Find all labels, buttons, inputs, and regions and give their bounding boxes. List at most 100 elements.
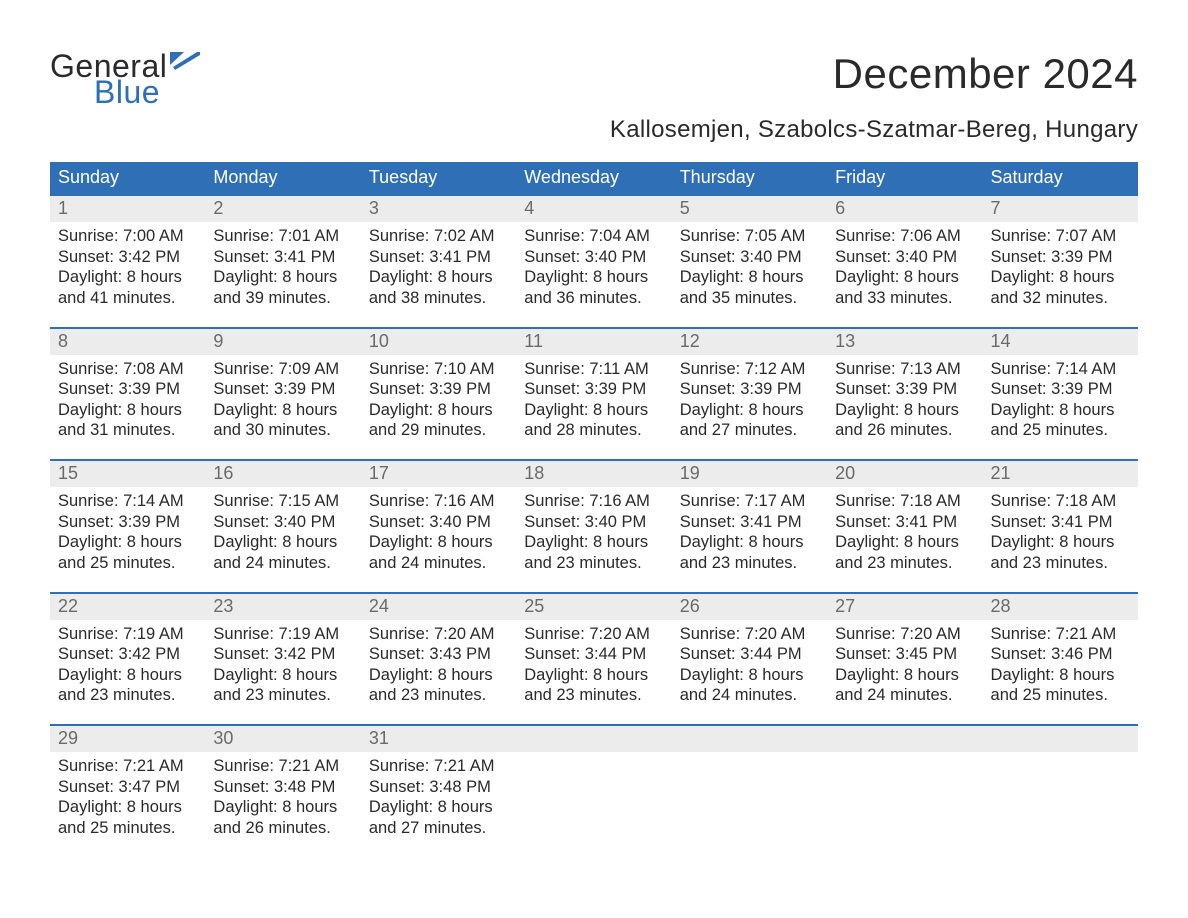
- daylight-line-1: Daylight: 8 hours: [369, 532, 508, 553]
- day-number: 22: [50, 594, 205, 620]
- sunrise-line: Sunrise: 7:18 AM: [991, 491, 1130, 512]
- day-number: 3: [361, 196, 516, 222]
- daylight-line-1: Daylight: 8 hours: [835, 532, 974, 553]
- daylight-line-2: and 28 minutes.: [524, 420, 663, 441]
- day-number: 5: [672, 196, 827, 222]
- daylight-line-1: Daylight: 8 hours: [58, 400, 197, 421]
- sunrise-line: Sunrise: 7:16 AM: [369, 491, 508, 512]
- sunset-line: Sunset: 3:48 PM: [369, 777, 508, 798]
- day-number: 1: [50, 196, 205, 222]
- daylight-line-1: Daylight: 8 hours: [58, 532, 197, 553]
- daylight-line-1: Daylight: 8 hours: [991, 267, 1130, 288]
- day-number: 4: [516, 196, 671, 222]
- sunset-line: Sunset: 3:42 PM: [58, 247, 197, 268]
- daylight-line-2: and 23 minutes.: [524, 685, 663, 706]
- day-cell: Sunrise: 7:21 AMSunset: 3:48 PMDaylight:…: [205, 752, 360, 839]
- day-number: 14: [983, 329, 1138, 355]
- daylight-line-1: Daylight: 8 hours: [369, 665, 508, 686]
- daylight-line-1: Daylight: 8 hours: [213, 532, 352, 553]
- sunset-line: Sunset: 3:42 PM: [213, 644, 352, 665]
- day-cell: Sunrise: 7:21 AMSunset: 3:48 PMDaylight:…: [361, 752, 516, 839]
- day-cell: [516, 752, 671, 839]
- day-number: 13: [827, 329, 982, 355]
- daylight-line-2: and 27 minutes.: [680, 420, 819, 441]
- day-cell: Sunrise: 7:20 AMSunset: 3:44 PMDaylight:…: [516, 620, 671, 707]
- day-number: 12: [672, 329, 827, 355]
- sunset-line: Sunset: 3:45 PM: [835, 644, 974, 665]
- day-number: 9: [205, 329, 360, 355]
- week-row: 22232425262728Sunrise: 7:19 AMSunset: 3:…: [50, 592, 1138, 707]
- logo-word-blue: Blue: [94, 76, 200, 108]
- day-cell: Sunrise: 7:12 AMSunset: 3:39 PMDaylight:…: [672, 355, 827, 442]
- daylight-line-2: and 39 minutes.: [213, 288, 352, 309]
- daylight-line-2: and 32 minutes.: [991, 288, 1130, 309]
- day-cell: [983, 752, 1138, 839]
- sunrise-line: Sunrise: 7:04 AM: [524, 226, 663, 247]
- daylight-line-1: Daylight: 8 hours: [213, 400, 352, 421]
- day-cell: Sunrise: 7:20 AMSunset: 3:43 PMDaylight:…: [361, 620, 516, 707]
- day-cell: Sunrise: 7:08 AMSunset: 3:39 PMDaylight:…: [50, 355, 205, 442]
- day-number: 27: [827, 594, 982, 620]
- daylight-line-2: and 23 minutes.: [213, 685, 352, 706]
- daylight-line-2: and 24 minutes.: [369, 553, 508, 574]
- calendar: SundayMondayTuesdayWednesdayThursdayFrid…: [50, 162, 1138, 839]
- day-number: [827, 726, 982, 752]
- flag-icon: [170, 52, 200, 78]
- daylight-line-2: and 31 minutes.: [58, 420, 197, 441]
- daylight-line-2: and 24 minutes.: [680, 685, 819, 706]
- sunset-line: Sunset: 3:46 PM: [991, 644, 1130, 665]
- day-content-row: Sunrise: 7:21 AMSunset: 3:47 PMDaylight:…: [50, 752, 1138, 839]
- day-number: 20: [827, 461, 982, 487]
- sunrise-line: Sunrise: 7:05 AM: [680, 226, 819, 247]
- day-cell: Sunrise: 7:19 AMSunset: 3:42 PMDaylight:…: [50, 620, 205, 707]
- day-number: 15: [50, 461, 205, 487]
- daylight-line-2: and 24 minutes.: [835, 685, 974, 706]
- day-cell: Sunrise: 7:09 AMSunset: 3:39 PMDaylight:…: [205, 355, 360, 442]
- sunset-line: Sunset: 3:42 PM: [58, 644, 197, 665]
- sunset-line: Sunset: 3:39 PM: [58, 512, 197, 533]
- daylight-line-2: and 33 minutes.: [835, 288, 974, 309]
- day-number: 21: [983, 461, 1138, 487]
- sunset-line: Sunset: 3:40 PM: [524, 512, 663, 533]
- sunrise-line: Sunrise: 7:17 AM: [680, 491, 819, 512]
- sunset-line: Sunset: 3:39 PM: [58, 379, 197, 400]
- daylight-line-1: Daylight: 8 hours: [524, 400, 663, 421]
- daylight-line-2: and 25 minutes.: [58, 818, 197, 839]
- day-cell: Sunrise: 7:15 AMSunset: 3:40 PMDaylight:…: [205, 487, 360, 574]
- week-row: 1234567Sunrise: 7:00 AMSunset: 3:42 PMDa…: [50, 194, 1138, 309]
- sunrise-line: Sunrise: 7:01 AM: [213, 226, 352, 247]
- sunrise-line: Sunrise: 7:08 AM: [58, 359, 197, 380]
- weekday-header: Friday: [827, 162, 982, 194]
- daylight-line-1: Daylight: 8 hours: [835, 400, 974, 421]
- sunset-line: Sunset: 3:47 PM: [58, 777, 197, 798]
- daylight-line-1: Daylight: 8 hours: [680, 267, 819, 288]
- weeks-container: 1234567Sunrise: 7:00 AMSunset: 3:42 PMDa…: [50, 194, 1138, 839]
- day-cell: Sunrise: 7:10 AMSunset: 3:39 PMDaylight:…: [361, 355, 516, 442]
- daylight-line-1: Daylight: 8 hours: [835, 665, 974, 686]
- sunrise-line: Sunrise: 7:20 AM: [524, 624, 663, 645]
- sunrise-line: Sunrise: 7:19 AM: [213, 624, 352, 645]
- daylight-line-2: and 23 minutes.: [680, 553, 819, 574]
- daylight-line-1: Daylight: 8 hours: [213, 665, 352, 686]
- sunrise-line: Sunrise: 7:21 AM: [991, 624, 1130, 645]
- day-cell: Sunrise: 7:07 AMSunset: 3:39 PMDaylight:…: [983, 222, 1138, 309]
- daylight-line-1: Daylight: 8 hours: [991, 665, 1130, 686]
- day-cell: Sunrise: 7:21 AMSunset: 3:46 PMDaylight:…: [983, 620, 1138, 707]
- sunrise-line: Sunrise: 7:12 AM: [680, 359, 819, 380]
- sunset-line: Sunset: 3:44 PM: [524, 644, 663, 665]
- daylight-line-1: Daylight: 8 hours: [835, 267, 974, 288]
- sunset-line: Sunset: 3:41 PM: [835, 512, 974, 533]
- sunset-line: Sunset: 3:39 PM: [991, 379, 1130, 400]
- week-row: 293031Sunrise: 7:21 AMSunset: 3:47 PMDay…: [50, 724, 1138, 839]
- weekday-header: Thursday: [672, 162, 827, 194]
- sunset-line: Sunset: 3:40 PM: [524, 247, 663, 268]
- sunset-line: Sunset: 3:40 PM: [835, 247, 974, 268]
- sunset-line: Sunset: 3:39 PM: [213, 379, 352, 400]
- sunrise-line: Sunrise: 7:16 AM: [524, 491, 663, 512]
- sunrise-line: Sunrise: 7:21 AM: [213, 756, 352, 777]
- day-number-row: 22232425262728: [50, 594, 1138, 620]
- weekday-header: Monday: [205, 162, 360, 194]
- day-number: 26: [672, 594, 827, 620]
- month-title: December 2024: [610, 50, 1138, 98]
- sunset-line: Sunset: 3:39 PM: [835, 379, 974, 400]
